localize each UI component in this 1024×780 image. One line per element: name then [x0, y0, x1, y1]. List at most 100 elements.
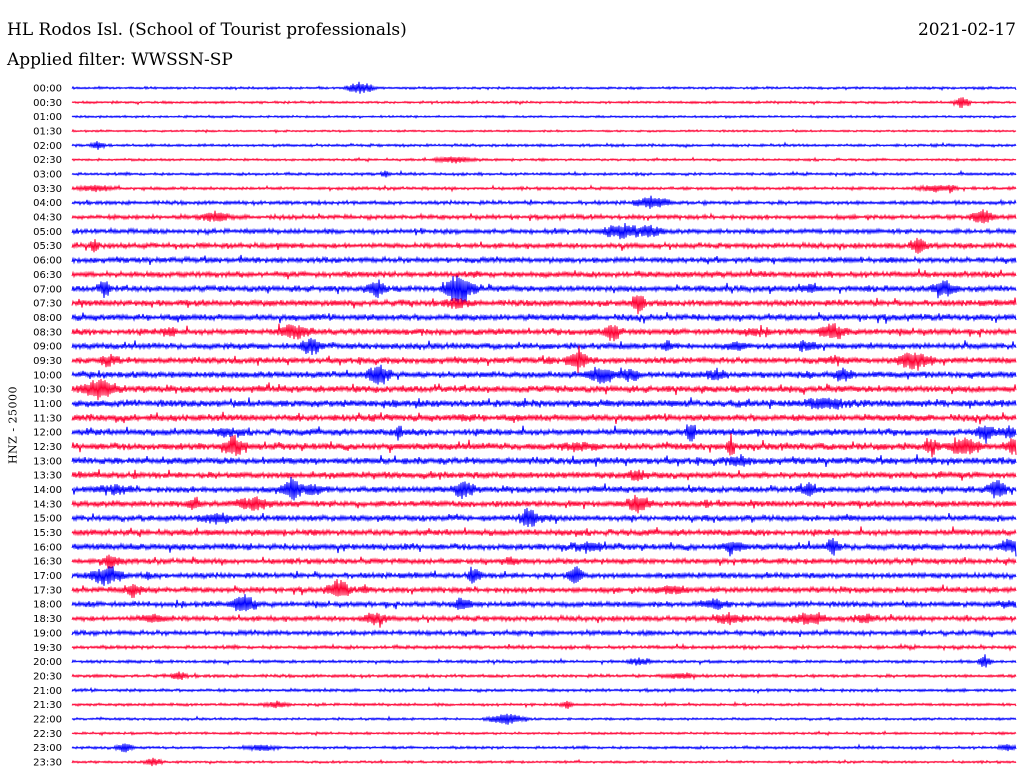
row-labels: 00:00 00:30 01:00 01:30 02:00 02:30 03:00 03:30… — [33, 84, 62, 769]
time-tick-label: 11:30 — [33, 413, 62, 424]
time-tick-label: 10:30 — [33, 385, 62, 396]
recording-date: 2021-02-17 — [917, 20, 1016, 40]
time-tick-label: 00:00 — [33, 84, 62, 95]
time-tick-label: 08:00 — [33, 313, 62, 324]
time-tick-label: 16:30 — [33, 557, 62, 568]
time-tick-label: 17:00 — [33, 571, 62, 582]
time-tick-label: 02:00 — [33, 141, 62, 152]
station-title: HL Rodos Isl. (School of Tourist profess… — [7, 20, 407, 40]
time-tick-label: 08:30 — [33, 327, 62, 338]
trace-line-1800 — [71, 594, 1017, 612]
time-tick-label: 18:30 — [33, 614, 62, 625]
trace-line-1200 — [71, 424, 1017, 444]
time-tick-label: 07:30 — [33, 299, 62, 310]
time-tick-label: 16:00 — [33, 542, 62, 553]
trace-line-0530 — [71, 237, 1017, 254]
trace-line-0000 — [71, 81, 1017, 94]
trace-line-1500 — [71, 507, 1017, 527]
time-tick-label: 03:00 — [33, 170, 62, 181]
time-tick-label: 20:30 — [33, 671, 62, 682]
trace-line-1830 — [71, 612, 1017, 628]
time-tick-label: 07:00 — [33, 284, 62, 295]
time-tick-label: 06:00 — [33, 256, 62, 267]
time-tick-label: 04:00 — [33, 198, 62, 209]
trace-line-0130 — [71, 128, 1017, 134]
trace-line-0030 — [71, 97, 1017, 108]
trace-line-1400 — [71, 476, 1017, 501]
trace-line-1230 — [71, 433, 1017, 458]
trace-line-0630 — [71, 268, 1017, 280]
trace-line-2130 — [71, 700, 1017, 709]
trace-line-2300 — [71, 743, 1017, 753]
trace-line-1600 — [71, 537, 1017, 557]
trace-line-1730 — [71, 579, 1017, 598]
time-tick-label: 09:30 — [33, 356, 62, 367]
time-tick-label: 10:00 — [33, 370, 62, 381]
trace-line-0330 — [71, 184, 1017, 194]
trace-line-1530 — [71, 526, 1017, 538]
trace-line-0900 — [71, 337, 1017, 355]
time-tick-label: 23:30 — [33, 757, 62, 768]
time-tick-label: 03:30 — [33, 184, 62, 195]
time-tick-label: 05:30 — [33, 241, 62, 252]
time-tick-label: 01:00 — [33, 112, 62, 123]
time-tick-label: 22:00 — [33, 714, 62, 725]
time-tick-label: 18:00 — [33, 600, 62, 611]
time-tick-label: 09:00 — [33, 342, 62, 353]
time-tick-label: 13:00 — [33, 456, 62, 467]
time-tick-label: 11:00 — [33, 399, 62, 410]
trace-line-1630 — [71, 554, 1017, 569]
trace-line-1130 — [71, 411, 1017, 425]
trace-line-1100 — [71, 397, 1017, 410]
time-tick-label: 15:30 — [33, 528, 62, 539]
time-tick-label: 00:30 — [33, 98, 62, 109]
trace-line-1330 — [71, 469, 1017, 482]
trace-line-0600 — [71, 254, 1017, 266]
time-tick-label: 12:00 — [33, 428, 62, 439]
trace-line-2330 — [71, 757, 1017, 767]
trace-line-0800 — [71, 312, 1017, 324]
trace-line-2100 — [71, 686, 1017, 695]
trace-line-2000 — [71, 654, 1017, 668]
trace-line-2230 — [71, 730, 1017, 737]
trace-line-0830 — [71, 323, 1017, 342]
time-tick-label: 20:00 — [33, 657, 62, 668]
time-tick-label: 01:30 — [33, 127, 62, 138]
time-tick-label: 02:30 — [33, 155, 62, 166]
time-tick-label: 21:00 — [33, 686, 62, 697]
trace-line-0230 — [71, 155, 1017, 164]
trace-line-2030 — [71, 671, 1017, 681]
filter-label: Applied filter: WWSSN-SP — [7, 50, 233, 70]
trace-line-1930 — [71, 642, 1017, 652]
trace-line-0930 — [71, 345, 1017, 373]
trace-line-0100 — [71, 114, 1017, 120]
time-tick-label: 14:30 — [33, 499, 62, 510]
trace-line-1900 — [71, 628, 1017, 638]
trace-line-0300 — [71, 169, 1017, 178]
trace-line-2200 — [71, 713, 1017, 725]
trace-line-1000 — [71, 364, 1017, 385]
time-tick-label: 17:30 — [33, 585, 62, 596]
trace-line-1430 — [71, 494, 1017, 514]
time-tick-label: 22:30 — [33, 729, 62, 740]
time-tick-label: 12:30 — [33, 442, 62, 453]
trace-line-0400 — [71, 195, 1017, 209]
seismic-traces — [71, 81, 1017, 767]
time-tick-label: 19:00 — [33, 628, 62, 639]
time-tick-label: 06:30 — [33, 270, 62, 281]
trace-line-0430 — [71, 209, 1017, 224]
trace-line-0730 — [71, 295, 1017, 315]
trace-line-1300 — [71, 454, 1017, 468]
time-tick-label: 23:00 — [33, 743, 62, 754]
time-tick-label: 14:00 — [33, 485, 62, 496]
time-tick-label: 21:30 — [33, 700, 62, 711]
time-tick-label: 05:00 — [33, 227, 62, 238]
time-tick-label: 15:00 — [33, 514, 62, 525]
trace-line-1030 — [71, 378, 1017, 401]
trace-line-0700 — [71, 275, 1017, 305]
time-tick-label: 04:30 — [33, 213, 62, 224]
trace-line-0200 — [71, 141, 1017, 150]
trace-line-0500 — [71, 222, 1017, 240]
trace-line-1700 — [71, 566, 1017, 586]
